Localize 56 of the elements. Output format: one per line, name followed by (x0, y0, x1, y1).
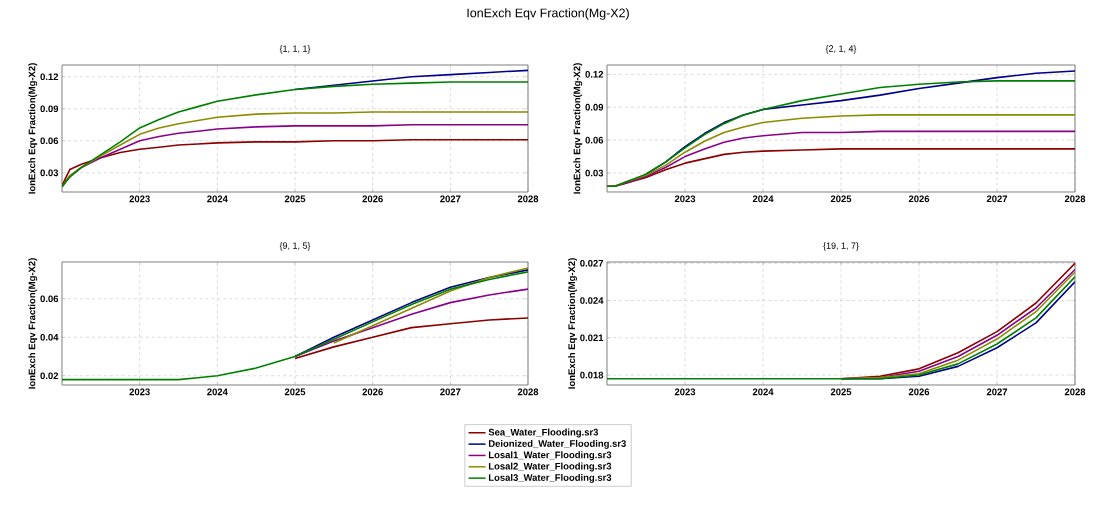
x-tick-label: 2026 (908, 388, 930, 396)
x-tick-label: 2025 (284, 195, 306, 203)
y-tick-label: 0.027 (580, 259, 604, 267)
y-tick-label: 0.021 (580, 334, 604, 342)
x-tick-label: 2027 (986, 388, 1008, 396)
x-tick-label: 2023 (674, 195, 696, 203)
y-tick-label: 0.06 (40, 137, 59, 145)
legend-label: Sea_Water_Flooding.sr3 (488, 428, 599, 438)
chart-subtitle: {9, 1, 5} (279, 242, 311, 251)
x-tick-label: 2025 (284, 388, 306, 396)
y-tick-label: 0.02 (40, 372, 59, 380)
x-tick-label: 2024 (752, 195, 774, 203)
x-tick-label: 2028 (1064, 388, 1086, 396)
chart-subtitle: {1, 1, 1} (279, 45, 311, 54)
x-tick-label: 2026 (908, 195, 930, 203)
legend-label: Losal1_Water_Flooding.sr3 (488, 451, 612, 461)
x-tick-label: 2024 (207, 388, 228, 396)
y-tick-label: 0.09 (585, 103, 604, 111)
x-tick-label: 2023 (674, 388, 696, 396)
y-tick-label: 0.06 (40, 295, 59, 303)
line-series (294, 69, 528, 91)
y-tick-label: 0.04 (40, 333, 59, 341)
y-tick-label: 0.09 (40, 105, 59, 113)
x-tick-label: 2023 (129, 195, 150, 203)
x-tick-label: 2026 (362, 388, 383, 396)
x-tick-label: 2025 (830, 388, 852, 396)
x-tick-label: 2028 (517, 388, 539, 396)
y-axis-title: IonExch Eqv Fraction(Mg-X2) (568, 258, 577, 389)
chart-subtitle: {2, 1, 4} (825, 45, 857, 54)
x-tick-label: 2026 (362, 195, 383, 203)
line-series (294, 317, 528, 360)
y-tick-label: 0.03 (40, 169, 59, 177)
y-tick-label: 0.06 (585, 136, 604, 144)
x-tick-label: 2027 (986, 195, 1008, 203)
y-tick-label: 0.12 (40, 73, 59, 81)
x-tick-label: 2027 (440, 388, 461, 396)
legend-label: Deionized_Water_Flooding.sr3 (488, 439, 626, 449)
y-axis-title: IonExch Eqv Fraction(Mg-X2) (28, 63, 38, 194)
y-tick-label: 0.03 (585, 169, 604, 177)
chart-title: IonExch Eqv Fraction(Mg-X2) (467, 8, 629, 20)
y-tick-label: 0.018 (580, 371, 604, 379)
x-tick-label: 2023 (129, 388, 150, 396)
x-tick-label: 2028 (517, 195, 539, 203)
y-tick-label: 0.12 (585, 70, 604, 78)
y-axis-title: IonExch Eqv Fraction(Mg-X2) (28, 258, 38, 389)
x-tick-label: 2024 (752, 388, 774, 396)
y-tick-label: 0.024 (580, 297, 604, 304)
x-tick-label: 2025 (830, 195, 852, 203)
y-axis-title: IonExch Eqv Fraction(Mg-X2) (573, 63, 583, 194)
chart-subtitle: {19, 1, 7} (823, 242, 859, 251)
legend-label: Losal2_Water_Flooding.sr3 (488, 462, 612, 472)
legend-label: Losal3_Water_Flooding.sr3 (488, 473, 612, 483)
x-tick-label: 2027 (440, 195, 461, 203)
line-series (294, 269, 528, 358)
x-tick-label: 2028 (1064, 195, 1086, 203)
x-tick-label: 2024 (207, 195, 228, 203)
